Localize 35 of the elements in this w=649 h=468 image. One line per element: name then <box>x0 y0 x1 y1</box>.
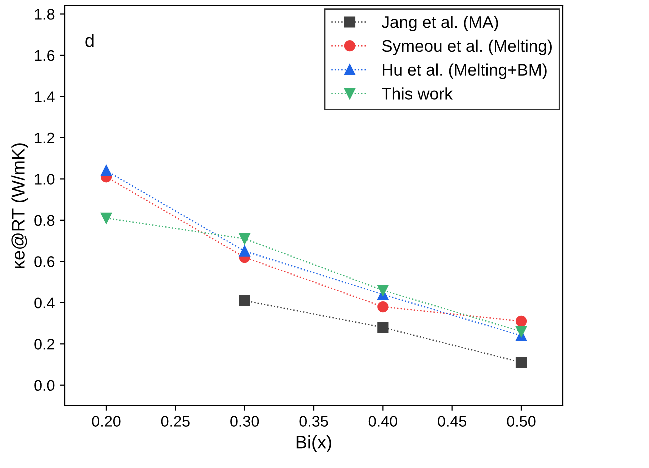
point <box>516 316 528 328</box>
y-tick-label: 1.4 <box>35 92 55 102</box>
y-axis-title: κe@RT (W/mK) <box>12 144 28 268</box>
y-tick-label: 0.0 <box>34 380 55 392</box>
annotation: d <box>86 34 94 48</box>
point <box>100 212 112 224</box>
y-tick-label: 1.6 <box>35 50 55 62</box>
legend-label: Jang et al. (MA) <box>382 16 498 32</box>
x-tick-label: 0.35 <box>300 416 328 427</box>
point <box>378 322 389 334</box>
y-tick-label: 0.8 <box>34 215 55 226</box>
point <box>516 357 528 368</box>
legend-label: Hu et al. (Melting+BM) <box>383 64 547 80</box>
y-tick-label: 0.4 <box>34 298 55 309</box>
legend-label: Symeou et al. (Melting) <box>382 40 552 56</box>
point <box>378 284 389 296</box>
x-tick-label: 0.50 <box>507 416 536 427</box>
x-axis-title: Bi(x) <box>296 436 332 452</box>
x-tick-label: 0.45 <box>438 416 467 427</box>
point <box>100 165 112 177</box>
y-tick-label: 0.6 <box>34 256 55 268</box>
y-tick-label: 1.0 <box>35 174 55 185</box>
point <box>378 301 389 313</box>
point <box>516 326 528 338</box>
x-tick-label: 0.20 <box>92 416 121 427</box>
y-tick-label: 1.2 <box>35 132 55 144</box>
y-tick-label: 1.8 <box>35 9 55 20</box>
legend-label: This work <box>382 88 453 100</box>
x-tick-label: 0.40 <box>368 416 398 427</box>
x-tick-label: 0.30 <box>230 416 260 427</box>
x-tick-label: 0.25 <box>161 416 190 427</box>
point <box>239 233 250 245</box>
y-tick-label: 0.2 <box>34 339 55 350</box>
point <box>239 246 250 257</box>
point <box>239 295 250 306</box>
